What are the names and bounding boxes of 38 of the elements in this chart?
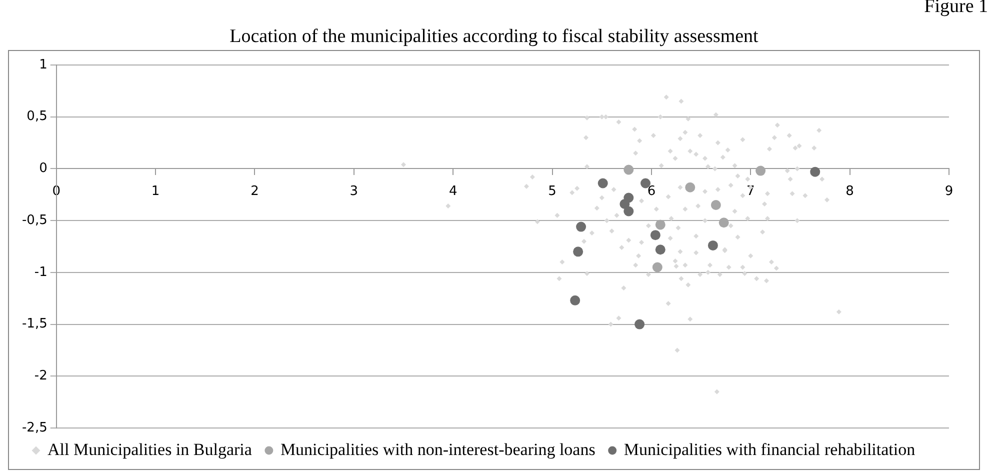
point: [573, 246, 584, 257]
point: [650, 230, 660, 240]
y-tick-label: -2,5: [22, 420, 48, 436]
legend-label: All Municipalities in Bulgaria: [48, 440, 252, 459]
y-tick-label: -1: [34, 264, 48, 280]
legend-label: Municipalities with financial rehabilitation: [624, 440, 916, 459]
point: [718, 218, 729, 228]
point: [708, 240, 718, 250]
point: [576, 222, 586, 232]
point: [634, 319, 645, 330]
point: [655, 220, 666, 230]
point: [624, 206, 634, 216]
x-tick-label: 9: [944, 184, 954, 199]
point: [624, 164, 634, 175]
x-tick-label: 5: [548, 184, 556, 199]
point: [652, 262, 662, 272]
point: [756, 166, 766, 176]
y-tick-label: 0,5: [26, 109, 48, 124]
point: [624, 192, 634, 203]
y-tick-label: 0: [39, 161, 48, 176]
y-tick-label: -2: [34, 368, 48, 384]
x-tick-label: 2: [250, 184, 259, 199]
legend-label: Municipalities with non-interest-bearing loans: [280, 440, 596, 459]
point: [570, 295, 580, 306]
point: [685, 182, 696, 192]
x-tick-label: 6: [647, 184, 656, 199]
x-tick-label: 4: [448, 184, 458, 199]
chart-title: Location of the municipalities according to fiscal stability assessment: [228, 26, 760, 48]
point: [655, 244, 666, 255]
x-tick-label: 3: [350, 184, 358, 199]
point: [598, 178, 608, 188]
point: [710, 200, 721, 210]
x-tick-label: 8: [846, 184, 854, 199]
y-tick-label: -1,5: [22, 316, 48, 332]
y-tick-label: 1: [39, 57, 48, 72]
x-tick-label: 1: [151, 184, 160, 199]
point: [810, 166, 820, 177]
y-tick-label: -0,5: [22, 212, 48, 228]
